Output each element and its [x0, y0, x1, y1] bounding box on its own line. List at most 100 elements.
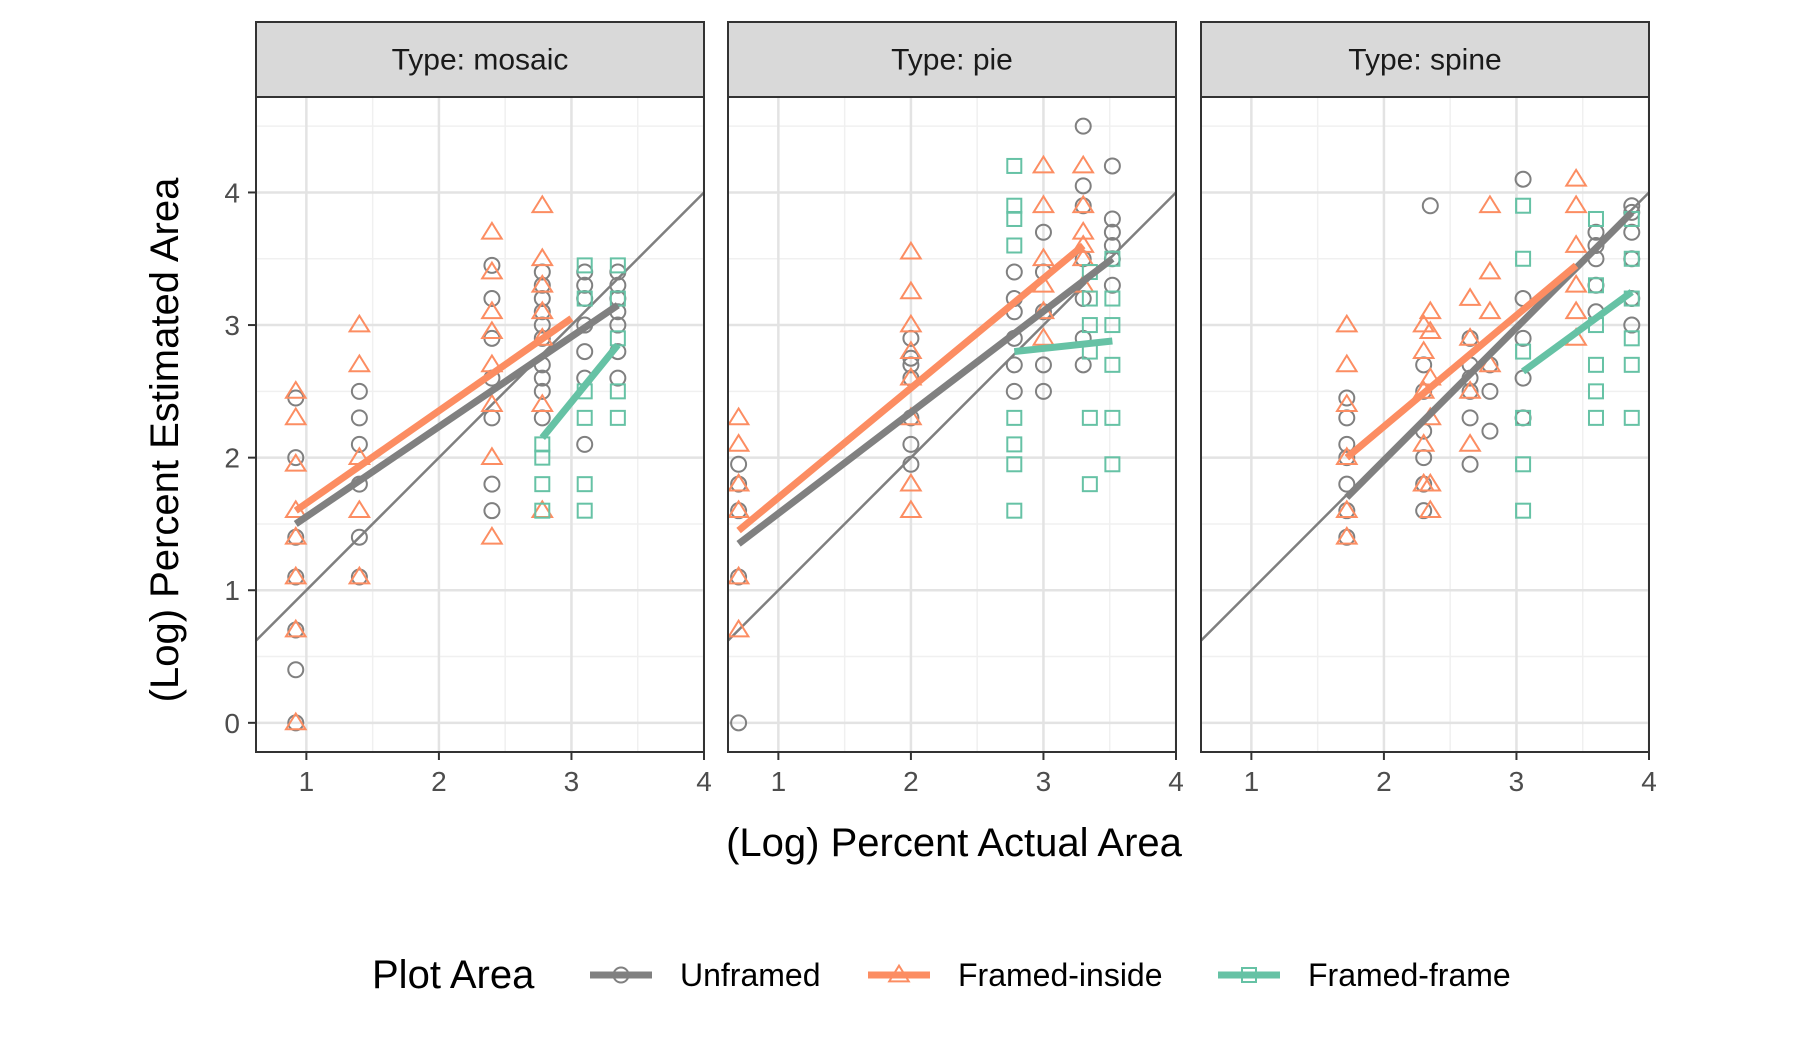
data-point	[533, 382, 551, 400]
data-point	[1623, 250, 1640, 267]
facet-strip	[1200, 21, 1650, 98]
data-point	[483, 475, 501, 493]
data-point	[350, 382, 368, 400]
data-point	[1587, 409, 1604, 426]
data-point	[1587, 383, 1604, 400]
data-point	[576, 343, 594, 361]
x-tick-label: 4	[1168, 766, 1184, 797]
data-point	[1006, 237, 1023, 254]
fit-line	[736, 242, 1086, 534]
fit-line	[1521, 289, 1634, 375]
x-tick-label: 3	[1036, 766, 1052, 797]
data-point	[1081, 409, 1098, 426]
data-point	[1461, 455, 1479, 473]
data-point	[1071, 154, 1095, 174]
data-point	[1071, 194, 1095, 214]
data-point	[284, 565, 308, 585]
data-point	[1335, 353, 1359, 373]
x-tick-label: 3	[564, 766, 580, 797]
legend-item-label: Framed-inside	[958, 957, 1163, 993]
data-point	[480, 220, 504, 240]
data-point	[1006, 409, 1023, 426]
legend-title: Plot Area	[372, 953, 535, 997]
data-point	[899, 280, 923, 300]
data-point	[1515, 343, 1532, 360]
panel-plot-area	[256, 97, 704, 752]
data-point	[1515, 456, 1532, 473]
x-tick-label: 3	[1509, 766, 1525, 797]
data-point	[1103, 210, 1121, 228]
data-point	[1031, 194, 1056, 214]
data-point	[1034, 382, 1052, 400]
data-point	[1006, 197, 1023, 214]
facet-strip-label: Type: pie	[891, 44, 1013, 77]
data-point	[1514, 329, 1532, 347]
data-point	[576, 476, 593, 493]
legend-item-unframed: Unframed	[590, 957, 821, 993]
data-point	[609, 316, 627, 334]
data-point	[1587, 356, 1604, 373]
data-point	[576, 257, 593, 274]
data-point	[1458, 327, 1482, 346]
data-point	[1005, 263, 1023, 281]
x-tick-label: 4	[696, 766, 712, 797]
fit-line	[1344, 262, 1579, 461]
data-point	[1458, 433, 1482, 452]
data-point	[347, 313, 371, 333]
data-point	[1006, 436, 1023, 453]
data-point	[284, 406, 308, 426]
data-point	[1458, 380, 1482, 399]
data-point	[1006, 456, 1023, 473]
data-point	[1481, 422, 1499, 440]
legend-item-framed-frame: Framed-frame	[1218, 957, 1511, 993]
data-point	[728, 433, 751, 452]
data-point	[1034, 223, 1052, 241]
data-point	[899, 499, 923, 519]
legend-key-marker	[612, 966, 630, 984]
facet-strip	[727, 21, 1177, 98]
data-point	[1515, 250, 1532, 267]
data-point	[1412, 433, 1436, 452]
data-point	[609, 369, 627, 387]
data-point	[1415, 502, 1433, 520]
data-point	[1421, 197, 1439, 215]
data-point	[1104, 290, 1121, 307]
data-point	[1335, 499, 1359, 519]
data-point	[530, 300, 554, 320]
data-point	[347, 353, 371, 373]
data-point	[480, 260, 504, 280]
data-point	[1564, 167, 1588, 187]
data-point	[1623, 330, 1640, 347]
data-point	[1338, 475, 1356, 493]
data-point	[1623, 316, 1641, 334]
y-tick-label: 2	[224, 443, 240, 474]
data-point	[284, 525, 308, 545]
data-point	[1587, 223, 1605, 241]
data-point	[1515, 409, 1532, 426]
data-point	[609, 276, 627, 294]
data-point	[1515, 197, 1532, 214]
data-point	[1031, 247, 1056, 267]
panel-background	[256, 97, 704, 752]
data-point	[1587, 210, 1604, 227]
data-point	[1104, 456, 1121, 473]
legend-key-marker	[887, 963, 911, 983]
data-point	[534, 502, 551, 519]
data-point	[1335, 393, 1359, 412]
data-point	[1335, 525, 1359, 545]
legend-item-label: Framed-frame	[1308, 957, 1511, 993]
data-point	[1071, 220, 1095, 240]
facet-strip-label: Type: spine	[1348, 44, 1501, 77]
data-point	[899, 313, 923, 333]
data-point	[350, 528, 368, 546]
data-point	[480, 393, 504, 412]
panel-border	[727, 96, 1177, 753]
data-point	[480, 300, 504, 320]
data-point	[350, 409, 368, 427]
data-point	[284, 618, 308, 638]
data-point	[347, 565, 371, 585]
data-point	[284, 380, 308, 399]
fit-line	[539, 342, 621, 440]
data-point	[483, 256, 501, 274]
x-tick-label: 1	[1244, 766, 1260, 797]
